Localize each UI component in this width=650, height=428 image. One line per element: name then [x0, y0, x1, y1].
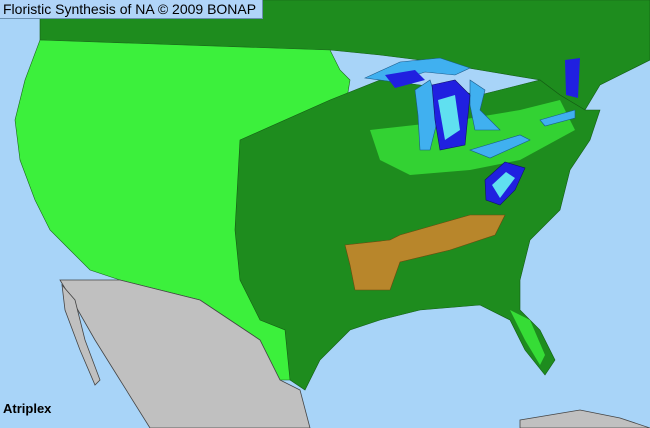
arkansas-tennessee-region	[344, 214, 506, 291]
taxon-label: Atriplex	[3, 401, 52, 416]
cuba	[519, 409, 650, 428]
vermont-region	[565, 58, 580, 98]
upper-michigan-region	[385, 70, 425, 88]
great-lakes	[363, 57, 576, 159]
michigan-cyan	[438, 95, 460, 140]
map-title: Floristic Synthesis of NA © 2009 BONAP	[0, 0, 264, 19]
mexico-region	[59, 279, 311, 428]
florida-patch	[510, 310, 545, 365]
west-virginia-cyan	[492, 172, 515, 198]
midwest-patch	[370, 100, 575, 175]
baja-california	[61, 283, 101, 386]
